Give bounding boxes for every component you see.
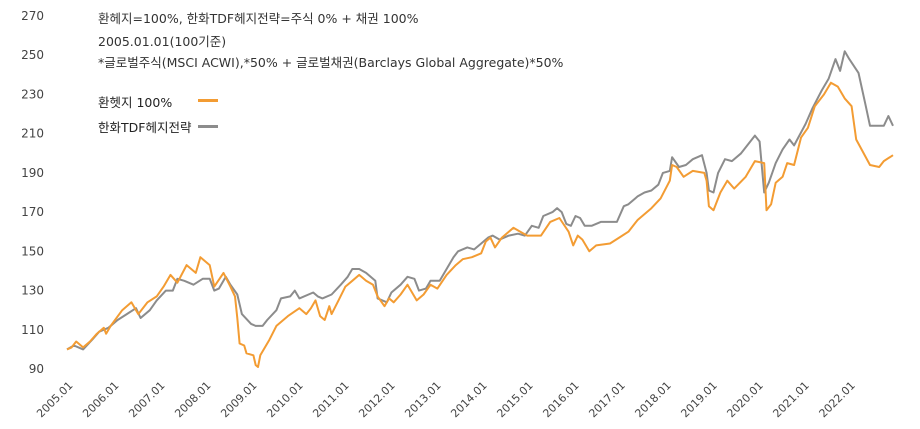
y-tick-label: 150	[21, 244, 44, 258]
x-tick-label: 2022.01	[816, 379, 857, 420]
y-tick-label: 270	[21, 9, 44, 23]
x-tick-label: 2015.01	[494, 379, 535, 420]
series-line-hedge-100	[66, 81, 894, 368]
y-tick-label: 250	[21, 48, 44, 62]
subtitle-note-3: *글로벌주식(MSCI ACWI),*50% + 글로벌채권(Barclays …	[98, 55, 564, 70]
x-tick-label: 2009.01	[218, 379, 259, 420]
legend-swatch-hedge-100	[198, 99, 218, 102]
x-tick-label: 2018.01	[632, 379, 673, 420]
subtitle-note-1: 환헤지=100%, 한화TDF헤지전략=주식 0% + 채권 100%	[98, 11, 419, 26]
y-tick-label: 110	[21, 323, 44, 337]
legend-label-tdf-hedge: 한화TDF헤지전략	[98, 120, 192, 135]
x-tick-label: 2006.01	[80, 379, 121, 420]
y-tick-label: 130	[21, 284, 44, 298]
x-tick-label: 2016.01	[540, 379, 581, 420]
y-axis: 90 110 130 150 170 190 210 230 250 270	[21, 9, 44, 376]
y-tick-label: 170	[21, 205, 44, 219]
x-tick-label: 2005.01	[34, 379, 75, 420]
x-tick-label: 2007.01	[126, 379, 167, 420]
y-tick-label: 90	[29, 362, 44, 376]
subtitle-note-2: 2005.01.01(100기준)	[98, 34, 227, 49]
x-tick-label: 2011.01	[310, 379, 351, 420]
x-tick-label: 2021.01	[770, 379, 811, 420]
y-tick-label: 230	[21, 87, 44, 101]
legend-swatch-tdf-hedge	[198, 125, 218, 128]
series-line-tdf-hedge	[66, 50, 894, 351]
x-tick-label: 2017.01	[586, 379, 627, 420]
x-tick-label: 2019.01	[678, 379, 719, 420]
series-lines	[66, 50, 894, 368]
x-tick-label: 2014.01	[448, 379, 489, 420]
x-tick-label: 2013.01	[402, 379, 443, 420]
legend-label-hedge-100: 환헷지 100%	[98, 95, 173, 110]
x-tick-label: 2020.01	[724, 379, 765, 420]
x-axis: 2005.01 2006.01 2007.01 2008.01 2009.01 2010.…	[34, 379, 858, 420]
y-tick-label: 190	[21, 166, 44, 180]
x-tick-label: 2010.01	[264, 379, 305, 420]
x-tick-label: 2012.01	[356, 379, 397, 420]
y-tick-label: 210	[21, 127, 44, 141]
x-tick-label: 2008.01	[172, 379, 213, 420]
